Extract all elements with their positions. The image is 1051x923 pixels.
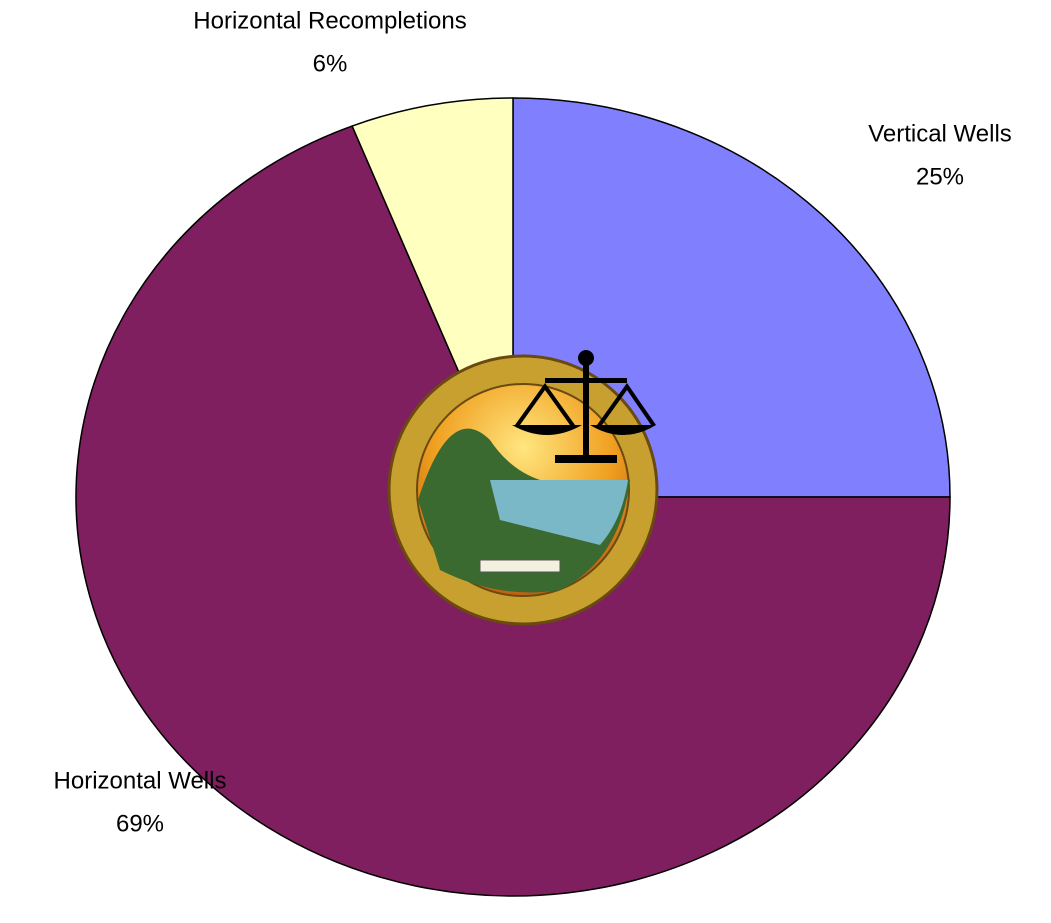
slice-value-label: 6% bbox=[313, 50, 348, 77]
slice-label: Horizontal Wells bbox=[54, 767, 227, 794]
pie-slice bbox=[512, 97, 951, 498]
slice-value-label: 69% bbox=[116, 810, 164, 837]
seal-emblem bbox=[387, 350, 659, 626]
slice-label: Horizontal Recompletions bbox=[193, 7, 466, 34]
slice-value-label: 25% bbox=[916, 163, 964, 190]
slice-label: Vertical Wells bbox=[868, 120, 1012, 147]
labels: Vertical Wells 25% Horizontal Wells 69% Hori… bbox=[54, 7, 1012, 837]
